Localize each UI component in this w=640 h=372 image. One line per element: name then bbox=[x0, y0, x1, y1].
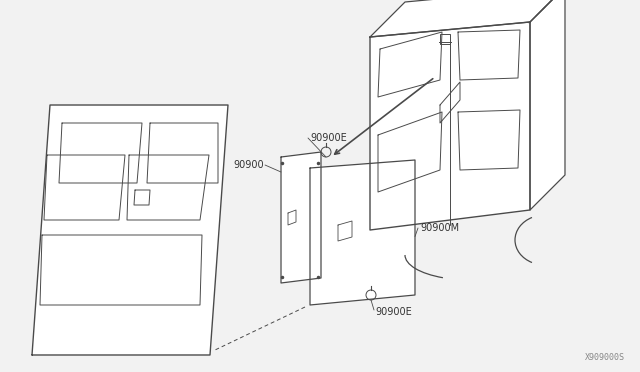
Polygon shape bbox=[127, 155, 209, 220]
Polygon shape bbox=[281, 152, 321, 283]
Polygon shape bbox=[310, 160, 415, 305]
Polygon shape bbox=[370, 0, 565, 37]
Text: 90900M: 90900M bbox=[420, 223, 459, 233]
Text: 90900E: 90900E bbox=[375, 307, 412, 317]
Polygon shape bbox=[288, 210, 296, 225]
Polygon shape bbox=[370, 22, 530, 230]
Polygon shape bbox=[378, 112, 442, 192]
Text: 90900E: 90900E bbox=[310, 133, 347, 143]
Polygon shape bbox=[338, 221, 352, 241]
Polygon shape bbox=[530, 0, 565, 210]
Text: 90900: 90900 bbox=[234, 160, 264, 170]
Polygon shape bbox=[40, 235, 202, 305]
Polygon shape bbox=[378, 32, 442, 97]
Text: X909000S: X909000S bbox=[585, 353, 625, 362]
Polygon shape bbox=[134, 190, 150, 205]
Polygon shape bbox=[440, 82, 460, 123]
Polygon shape bbox=[59, 123, 142, 183]
Polygon shape bbox=[44, 155, 125, 220]
Polygon shape bbox=[458, 110, 520, 170]
Polygon shape bbox=[458, 30, 520, 80]
Polygon shape bbox=[147, 123, 218, 183]
Polygon shape bbox=[32, 105, 228, 355]
